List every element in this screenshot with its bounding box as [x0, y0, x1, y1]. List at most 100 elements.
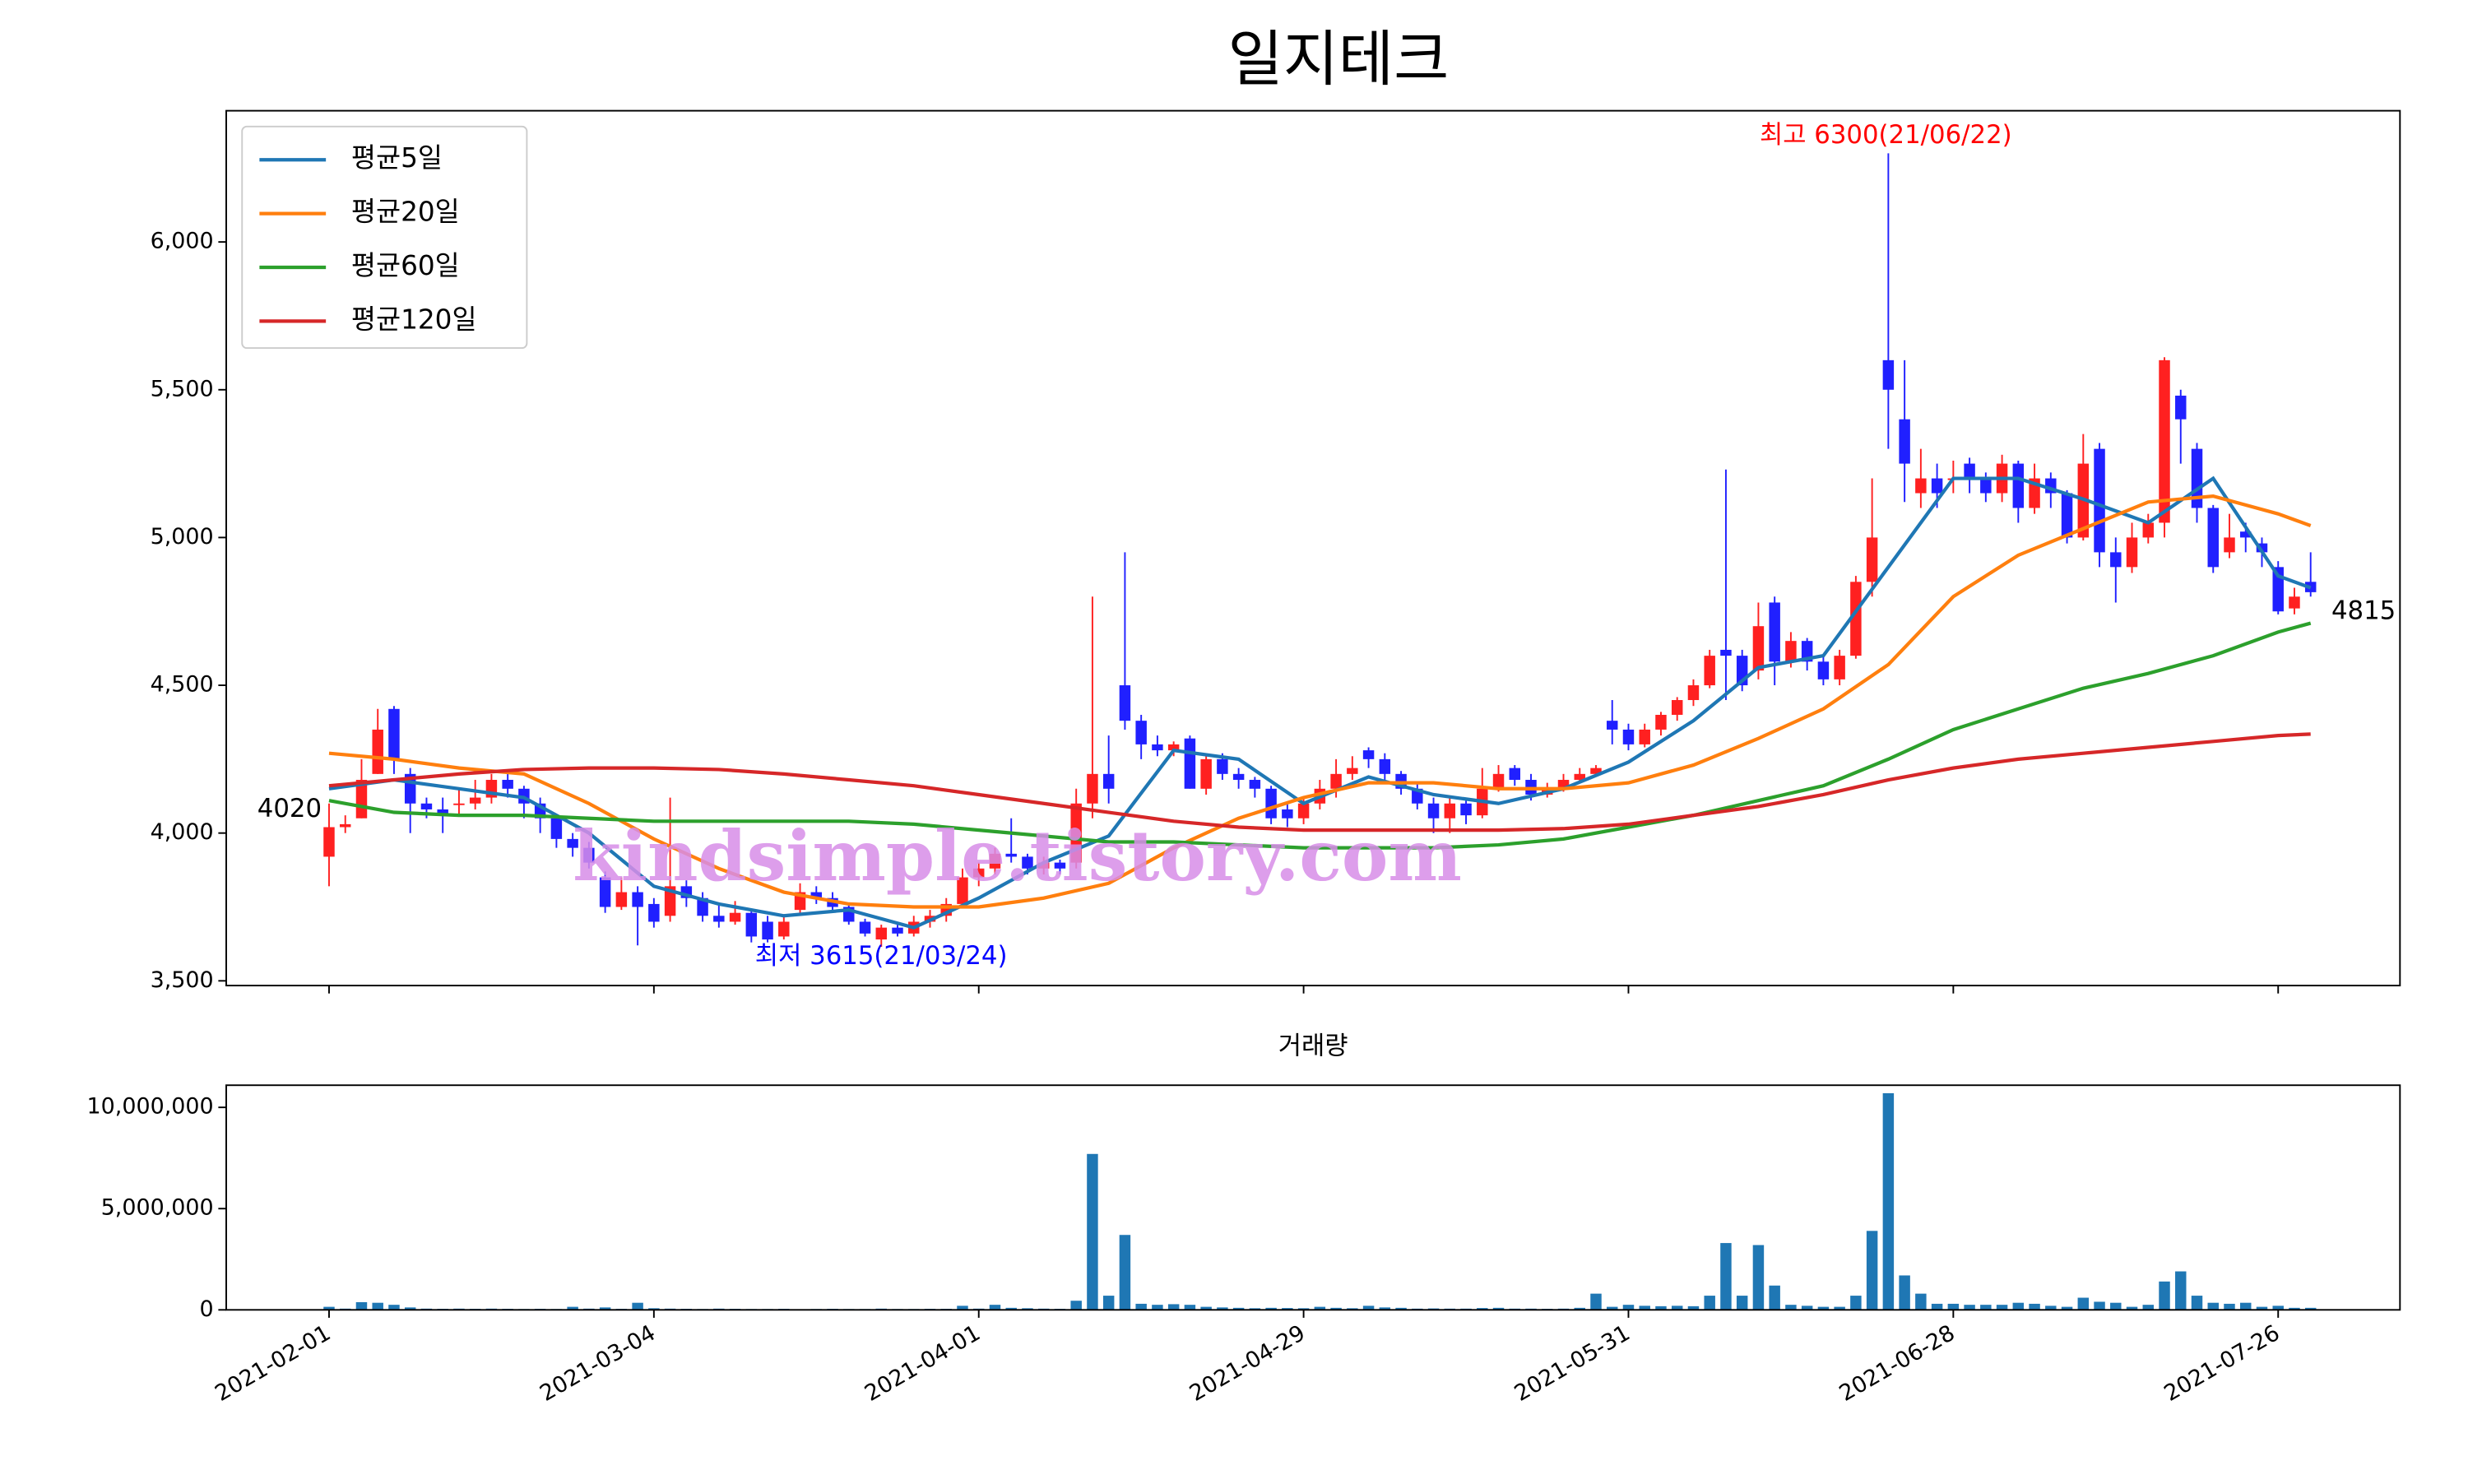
candle-body: [388, 708, 400, 759]
candle-body: [1639, 729, 1650, 744]
ma-line: [328, 621, 2312, 850]
candle-body: [1964, 463, 1975, 479]
volume-bar: [404, 1307, 416, 1310]
volume-bar: [2029, 1303, 2040, 1310]
volume-bar: [1915, 1293, 1927, 1310]
candle-body: [778, 921, 790, 937]
candle-body: [1704, 656, 1715, 686]
candle-body: [2240, 531, 2252, 538]
candle-body: [1217, 758, 1228, 774]
volume-bar: [1005, 1307, 1017, 1310]
volume-bar: [1282, 1308, 1293, 1310]
candle-body: [2126, 537, 2138, 568]
volume-bar: [2175, 1271, 2187, 1310]
y-tick-label: 5,000,000: [101, 1195, 214, 1221]
candle-body: [745, 912, 758, 937]
annotation: 4815: [2331, 596, 2396, 626]
volume-bar: [1866, 1231, 1878, 1310]
volume-bar: [1395, 1307, 1407, 1310]
volume-bar: [1330, 1307, 1342, 1310]
legend-label: 평균20일: [351, 197, 460, 228]
candle-body: [632, 892, 643, 907]
candle-body: [2256, 543, 2268, 553]
candle-body: [1362, 750, 1375, 759]
chart-title: 일지테크: [1227, 25, 1449, 95]
candle-body: [729, 912, 741, 922]
candle-body: [1850, 582, 1862, 656]
volume-bar: [2224, 1303, 2235, 1310]
candle-body: [550, 818, 563, 839]
watermark: kindsimple.tistory.com: [573, 815, 1462, 897]
candle-body: [2012, 463, 2025, 508]
candle-body: [1817, 661, 1830, 679]
candle-body: [1931, 478, 1943, 494]
candle-body: [875, 927, 887, 940]
legend-label: 평균120일: [351, 304, 477, 335]
volume-bar: [989, 1305, 1001, 1310]
x-tick-label: 2021-04-29: [1185, 1320, 1310, 1407]
volume-bar: [957, 1305, 968, 1310]
volume-bar: [1265, 1307, 1277, 1310]
candle-body: [453, 803, 465, 805]
x-tick-label: 2021-06-28: [1835, 1320, 1960, 1407]
volume-bar: [388, 1305, 400, 1310]
candle-body: [1607, 721, 1618, 730]
volume-bar: [1687, 1305, 1700, 1310]
volume-bar: [2289, 1307, 2300, 1310]
candle-body: [615, 892, 628, 907]
candle-body: [1509, 768, 1521, 781]
candle-body: [762, 921, 773, 940]
volume-bar: [2061, 1306, 2073, 1310]
volume-bar: [1070, 1301, 1082, 1310]
volume-bar: [1200, 1306, 1212, 1310]
candle-body: [1720, 649, 1732, 656]
candle-body: [1752, 626, 1765, 671]
y-tick-label: 10,000,000: [87, 1094, 214, 1120]
candle-body: [1899, 419, 1910, 464]
candle-body: [2159, 359, 2170, 523]
volume-bar: [1655, 1305, 1667, 1310]
candle-body: [957, 877, 968, 904]
candle-body: [1347, 768, 1358, 774]
volume-bar: [1639, 1305, 1650, 1310]
candle-body: [1460, 803, 1472, 816]
volume-title: 거래량: [1278, 1032, 1348, 1061]
candle-body: [1590, 768, 1602, 774]
candle-body: [1152, 744, 1163, 751]
candle-body: [989, 853, 1001, 869]
volume-bar: [1102, 1296, 1115, 1310]
volume-bar: [355, 1301, 368, 1310]
legend-box: [241, 125, 528, 350]
candle-body: [713, 916, 725, 922]
volume-bar: [1232, 1307, 1245, 1310]
y-tick-label: 5,000: [151, 524, 214, 550]
candle-body: [1492, 773, 1505, 789]
volume-bar: [1492, 1307, 1505, 1310]
volume-bar: [2110, 1302, 2122, 1310]
volume-bar: [1964, 1305, 1975, 1310]
legend-label: 평균5일: [351, 142, 443, 174]
candle-body: [1037, 862, 1050, 869]
candle-body: [1330, 773, 1342, 789]
candle-body: [2175, 395, 2187, 420]
volume-bar: [2142, 1305, 2155, 1310]
volume-bar: [2191, 1296, 2203, 1310]
volume-bar: [2256, 1306, 2268, 1310]
candle-body: [810, 892, 823, 898]
candle-body: [1249, 780, 1261, 789]
candle-body: [1882, 359, 1895, 390]
volume-bar: [1622, 1305, 1635, 1310]
volume-bar: [1590, 1293, 1602, 1310]
candle-body: [567, 838, 578, 848]
candle-body: [1265, 788, 1277, 819]
candle-body: [1980, 478, 1992, 494]
candle-body: [2289, 596, 2300, 609]
candle-body: [1022, 856, 1033, 869]
volume-bar: [1119, 1235, 1131, 1310]
candle-body: [1184, 738, 1196, 789]
volume-bar: [1022, 1308, 1033, 1310]
volume-bar: [632, 1302, 643, 1310]
volume-bar: [1314, 1306, 1326, 1310]
volume-bar: [648, 1308, 660, 1310]
